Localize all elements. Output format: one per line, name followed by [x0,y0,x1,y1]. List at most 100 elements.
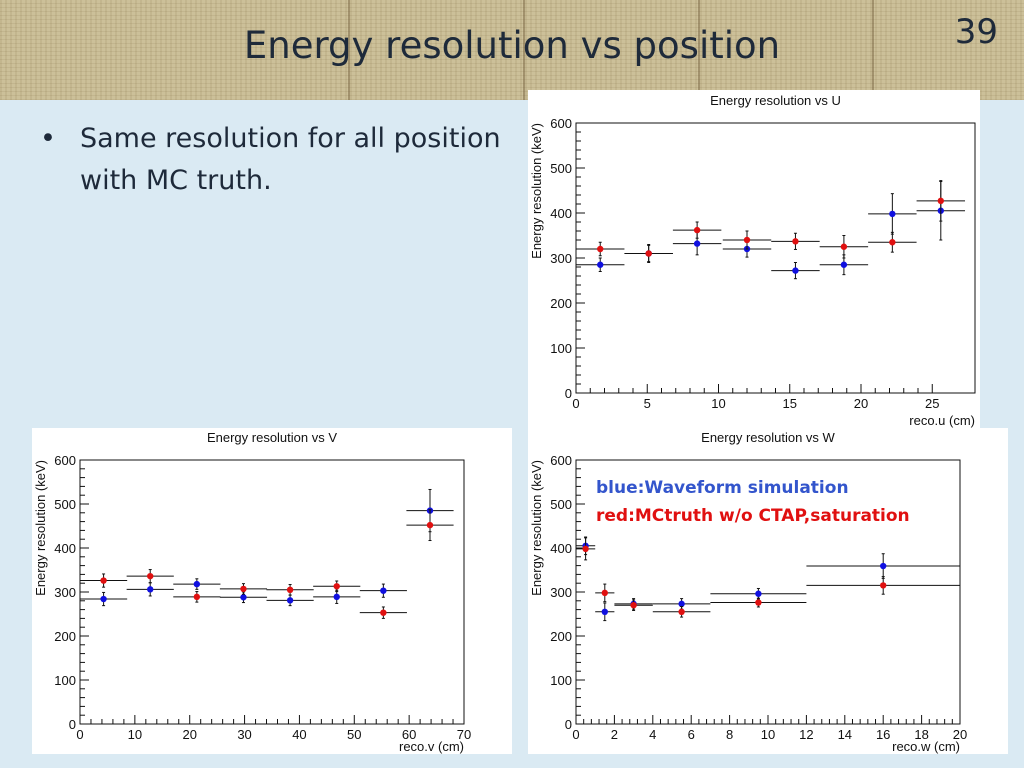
data-point-blue [333,593,340,601]
chart-title: Energy resolution vs V [207,430,337,445]
y-tick-label: 500 [550,497,572,512]
data-point-red [880,582,887,589]
y-tick-label: 200 [54,629,76,644]
x-tick-label: 5 [644,396,651,411]
x-tick-label: 10 [761,727,775,742]
slide-title: Energy resolution vs position [243,24,781,67]
slide-header: Energy resolution vs position 39 [0,0,1024,100]
y-tick-label: 300 [550,251,572,266]
x-tick-label: 2 [611,727,618,742]
data-point-red [240,585,247,593]
x-tick-label: 15 [783,396,797,411]
y-tick-label: 600 [550,453,572,468]
y-tick-label: 200 [550,296,572,311]
y-axis-label: Energy resolution (keV) [33,460,48,596]
header-divider [523,0,525,100]
data-point-red [743,236,751,244]
y-tick-label: 500 [550,161,572,176]
data-point-red [601,589,608,597]
x-tick-label: 4 [649,727,656,742]
data-point-blue [380,587,387,594]
data-point-blue [693,240,701,247]
y-tick-label: 100 [54,673,76,688]
data-point-blue [678,600,685,608]
data-point-blue [792,267,799,274]
x-tick-label: 20 [854,396,868,411]
chart-title: Energy resolution vs U [710,93,841,108]
y-tick-label: 600 [54,453,76,468]
x-tick-label: 14 [838,727,852,742]
chart-panel-u: Energy resolution vs U 0 5 10 15 20 25 0 100 200 3… [528,90,980,430]
y-tick-label: 400 [550,206,572,221]
x-tick-label: 25 [925,396,939,411]
data-point-blue [889,210,896,218]
x-tick-label: 18 [914,727,928,742]
data-point-red [426,521,434,529]
x-tick-label: 6 [688,727,695,742]
page-number: 39 [954,12,998,52]
chart-w-svg: blue:Waveform simulation red:MCtruth w/o… [529,430,967,754]
data-point-red [597,245,604,253]
header-divider [872,0,874,100]
legend-blue-text: blue:Waveform simulation [596,478,849,498]
x-tick-label: 70 [457,727,471,742]
data-point-red [889,239,896,246]
x-tick-label: 50 [347,727,361,742]
data-point-red [193,593,201,601]
y-tick-label: 200 [550,629,572,644]
x-tick-label: 10 [711,396,725,411]
plot-frame [575,459,961,725]
y-tick-label: 400 [54,541,76,556]
chart-v-svg: Energy resolution vs V 0 10 20 30 40 50 60 70 0 10… [33,430,471,754]
x-tick-label: 12 [799,727,813,742]
data-point-red [380,609,387,616]
data-point-red [645,250,652,257]
data-point-blue [100,595,107,603]
x-tick-label: 30 [237,727,251,742]
data-point-red [840,243,848,250]
x-tick-label: 0 [76,727,83,742]
y-tick-label: 0 [565,386,572,401]
chart-title: Energy resolution vs W [701,430,835,445]
data-point-red [678,608,685,615]
plot-frame [79,459,465,725]
x-tick-label: 60 [402,727,416,742]
data-point-blue [286,597,294,604]
data-point-red [582,545,589,553]
y-tick-label: 0 [565,717,572,732]
data-point-blue [240,594,247,601]
plot-frame [575,122,976,394]
x-tick-label: 16 [876,727,890,742]
y-tick-label: 100 [550,341,572,356]
y-tick-label: 100 [550,673,572,688]
x-axis-label: reco.u (cm) [909,413,975,428]
x-tick-label: 20 [953,727,967,742]
y-axis-label: Energy resolution (keV) [529,123,544,259]
chart-panel-w: blue:Waveform simulation red:MCtruth w/o… [528,428,1008,754]
data-point-blue [840,261,848,268]
data-point-blue [147,586,154,593]
data-point-blue [193,580,201,588]
data-point-blue [880,562,887,570]
x-tick-label: 0 [572,396,579,411]
data-point-red [286,586,294,593]
y-tick-label: 600 [550,116,572,131]
data-point-red [100,577,107,584]
y-axis-label: Energy resolution (keV) [529,460,544,596]
data-point-blue [755,590,762,597]
x-tick-label: 40 [292,727,306,742]
x-tick-label: 10 [128,727,142,742]
header-divider [348,0,350,100]
data-point-red [147,572,154,580]
data-point-red [693,226,701,234]
x-tick-label: 8 [726,727,733,742]
chart-u-svg: Energy resolution vs U 0 5 10 15 20 25 0 100 200 3… [529,93,976,428]
chart-panel-v: Energy resolution vs V 0 10 20 30 40 50 60 70 0 10… [32,428,512,754]
header-divider [698,0,700,100]
y-tick-label: 300 [54,585,76,600]
x-tick-label: 0 [572,727,579,742]
x-tick-label: 20 [182,727,196,742]
x-axis-label: reco.w (cm) [892,739,960,754]
data-point-blue [597,261,604,268]
x-axis-label: reco.v (cm) [399,739,464,754]
